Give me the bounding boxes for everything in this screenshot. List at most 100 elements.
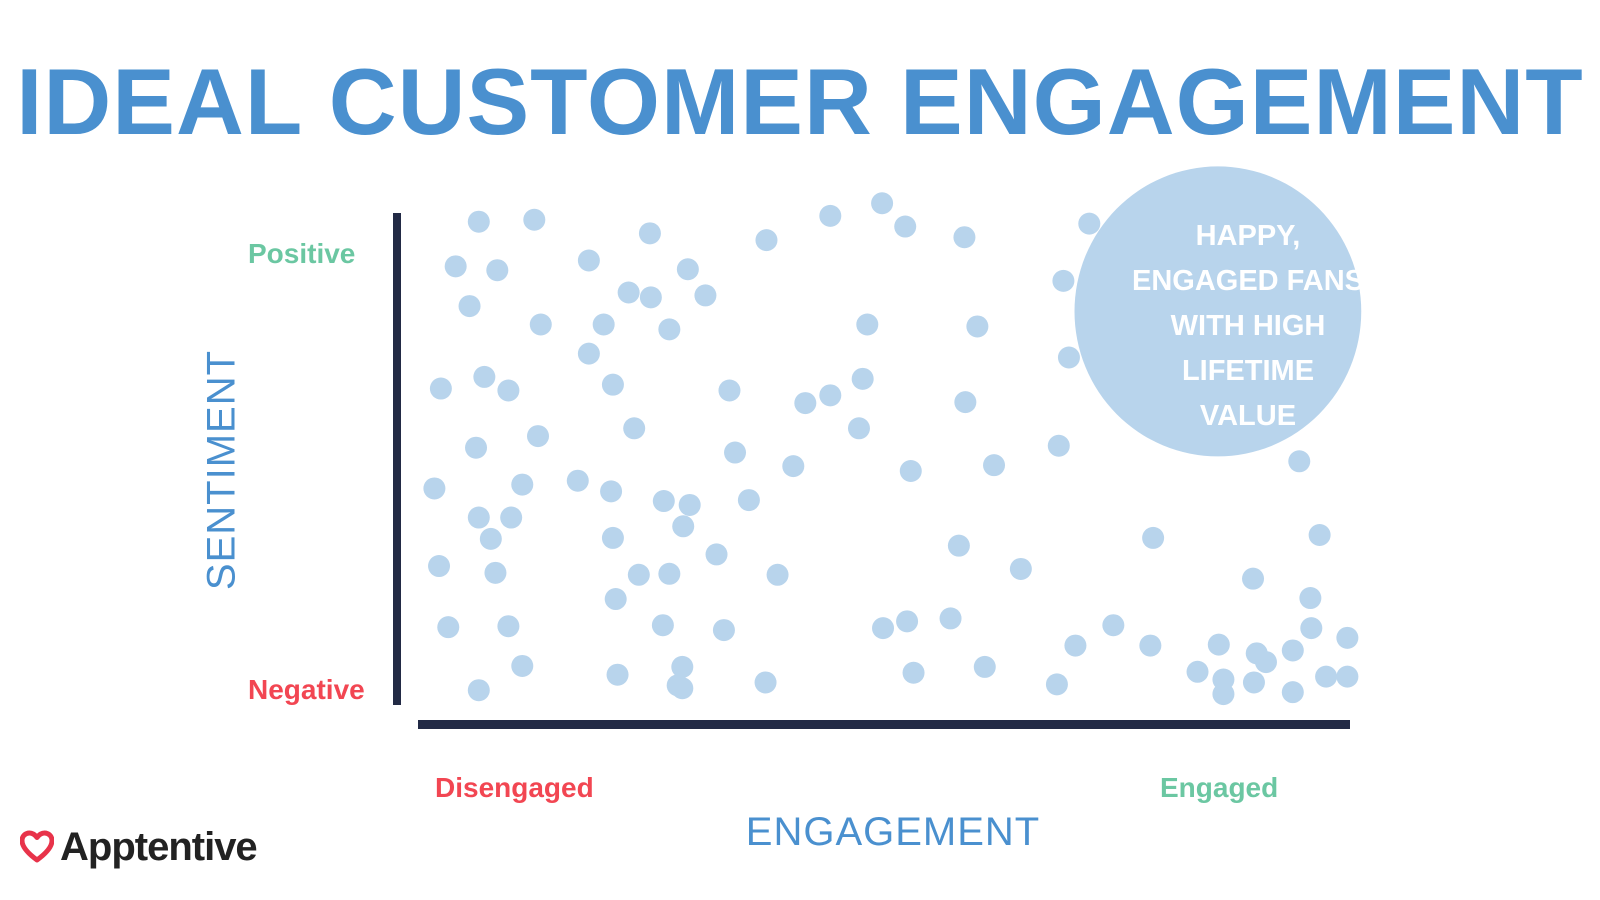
data-point-31 [819, 384, 842, 407]
data-point-6 [894, 215, 917, 238]
data-point-83 [1254, 651, 1277, 674]
data-point-93 [1242, 671, 1265, 694]
data-point-85 [511, 654, 534, 677]
data-points [423, 192, 1359, 706]
data-point-24 [429, 377, 452, 400]
logo-text: Apptentive [60, 824, 258, 869]
data-point-16 [458, 295, 481, 318]
data-point-88 [902, 661, 925, 684]
data-point-60 [428, 555, 451, 578]
data-point-72 [437, 616, 460, 639]
callout-line-3: LIFETIME [1181, 355, 1315, 387]
data-point-22 [1052, 269, 1075, 292]
data-point-97 [1045, 673, 1068, 696]
data-point-101 [1281, 681, 1304, 704]
data-point-20 [856, 313, 879, 336]
data-point-14 [694, 284, 717, 307]
data-point-4 [819, 204, 842, 227]
data-point-56 [705, 543, 728, 566]
heart-icon [20, 830, 54, 863]
data-point-8 [1078, 212, 1101, 235]
data-point-78 [1336, 626, 1359, 649]
data-point-15 [639, 286, 662, 309]
callout-text: HAPPY, ENGAGED FANS WITH HIGH LIFETIME VALUE [1100, 214, 1396, 439]
data-point-41 [983, 454, 1006, 477]
data-point-61 [484, 561, 507, 584]
data-point-2 [638, 222, 661, 245]
data-point-94 [606, 663, 629, 686]
data-point-89 [1186, 660, 1209, 683]
data-point-58 [1142, 526, 1165, 549]
data-point-66 [604, 588, 627, 611]
data-point-12 [676, 258, 699, 281]
data-point-74 [712, 619, 735, 642]
data-point-100 [1212, 683, 1235, 706]
data-point-40 [899, 459, 922, 482]
data-point-9 [444, 255, 467, 278]
data-point-53 [672, 515, 695, 538]
data-point-37 [465, 436, 488, 459]
data-point-54 [479, 527, 502, 550]
data-point-32 [851, 367, 874, 390]
data-point-98 [467, 679, 490, 702]
data-point-64 [766, 563, 789, 586]
data-point-29 [718, 379, 741, 402]
data-point-36 [847, 417, 870, 440]
data-point-59 [1308, 524, 1331, 547]
data-point-48 [652, 490, 675, 513]
data-point-73 [497, 615, 520, 638]
data-point-7 [953, 226, 976, 249]
data-point-70 [896, 610, 919, 633]
data-point-79 [1064, 634, 1087, 657]
data-point-57 [947, 534, 970, 557]
data-point-1 [523, 208, 546, 231]
x-high-label: Engaged [1160, 772, 1279, 803]
x-axis-line [418, 720, 1350, 729]
data-point-45 [511, 473, 534, 496]
callout-line-4: VALUE [1199, 400, 1297, 432]
data-point-23 [1057, 346, 1080, 369]
y-axis-line [393, 213, 401, 705]
data-point-30 [794, 392, 817, 415]
data-point-86 [671, 655, 694, 678]
data-point-81 [1207, 633, 1230, 656]
data-point-76 [1102, 614, 1125, 637]
data-point-55 [601, 526, 624, 549]
y-high-label: Positive [248, 238, 356, 269]
data-point-63 [658, 562, 681, 585]
data-point-25 [473, 365, 496, 388]
data-point-5 [871, 192, 894, 215]
callout-bubble [1074, 166, 1362, 457]
data-point-0 [467, 210, 490, 233]
data-point-67 [1242, 567, 1265, 590]
data-point-47 [600, 480, 623, 503]
data-point-10 [486, 259, 509, 282]
data-point-27 [577, 342, 600, 365]
data-point-51 [467, 506, 490, 529]
data-point-65 [1009, 557, 1032, 580]
data-point-96 [754, 671, 777, 694]
data-point-34 [527, 425, 549, 448]
callout-line-2: WITH HIGH [1170, 310, 1326, 342]
data-point-42 [1047, 434, 1070, 457]
data-point-68 [1299, 587, 1322, 610]
data-point-77 [1300, 617, 1323, 640]
data-point-35 [623, 417, 646, 440]
data-point-52 [500, 506, 523, 529]
data-point-39 [782, 455, 805, 478]
data-point-62 [627, 563, 650, 586]
data-point-18 [592, 313, 615, 336]
x-axis-title: ENGAGEMENT [745, 810, 1041, 854]
data-point-28 [601, 373, 624, 396]
data-point-21 [966, 315, 989, 338]
apptentive-logo: Apptentive [20, 822, 258, 872]
data-point-11 [577, 249, 600, 272]
data-point-87 [973, 655, 996, 678]
data-point-80 [1139, 634, 1162, 657]
data-point-38 [724, 441, 747, 464]
callout-line-1: ENGAGED FANS [1131, 265, 1365, 297]
data-point-33 [954, 391, 977, 414]
data-point-19 [658, 318, 681, 341]
chart-title: IDEAL CUSTOMER ENGAGEMENT [16, 49, 1584, 154]
